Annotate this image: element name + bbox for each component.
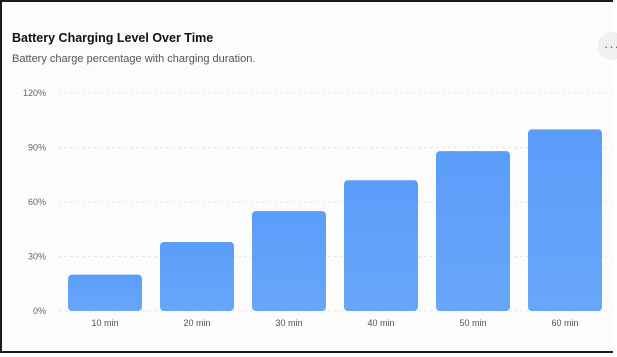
y-tick-label: 60% xyxy=(28,197,46,207)
chart-header: Battery Charging Level Over Time Battery… xyxy=(12,30,255,66)
y-tick-label: 30% xyxy=(28,252,46,262)
more-horizontal-icon: ··· xyxy=(604,38,617,54)
bar[interactable] xyxy=(68,274,142,311)
chart-subtitle: Battery charge percentage with charging … xyxy=(12,53,256,65)
grid-lines xyxy=(58,92,612,312)
bars xyxy=(68,129,602,311)
x-tick-label: 30 min xyxy=(275,318,302,328)
y-axis-ticks: 0% 30% 60% 90% 120% xyxy=(23,88,46,316)
bar[interactable] xyxy=(436,151,510,311)
x-axis-labels: 10 min 20 min 30 min 40 min 50 min 60 min xyxy=(91,318,578,328)
chart-title: Battery Charging Level Over Time xyxy=(12,31,214,45)
more-options-button[interactable]: ··· xyxy=(598,32,617,60)
bar[interactable] xyxy=(160,241,234,311)
x-tick-label: 10 min xyxy=(91,318,118,328)
bar[interactable] xyxy=(252,211,326,311)
x-tick-label: 50 min xyxy=(459,318,486,328)
bar[interactable] xyxy=(344,180,418,311)
bar[interactable] xyxy=(528,129,602,311)
x-tick-label: 60 min xyxy=(551,318,578,328)
x-tick-label: 40 min xyxy=(367,318,394,328)
y-tick-label: 90% xyxy=(28,143,46,153)
y-tick-label: 120% xyxy=(23,88,46,98)
y-tick-label: 0% xyxy=(33,306,46,316)
x-tick-label: 20 min xyxy=(183,318,210,328)
